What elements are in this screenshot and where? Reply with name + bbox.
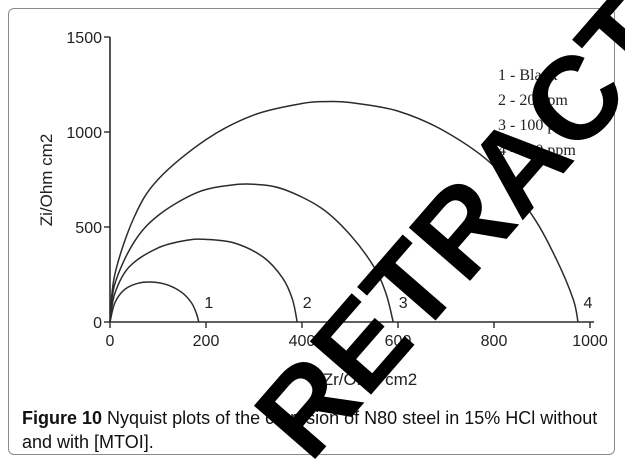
series-4-label: 4	[584, 295, 593, 312]
y-tick-label: 1500	[66, 30, 102, 47]
legend-entry: 1 - Blank	[498, 67, 558, 84]
y-tick-label: 500	[75, 220, 102, 237]
series-3-label: 3	[399, 295, 408, 312]
series-1-curve	[109, 281, 200, 323]
y-axis-label: Zi/Ohm cm2	[37, 134, 56, 227]
figure-caption: Figure 10 Nyquist plots of the corrosion…	[22, 406, 607, 454]
x-tick-label: 200	[193, 333, 220, 350]
x-tick-label: 0	[106, 333, 115, 350]
legend-entry: 3 - 100 ppm	[498, 117, 576, 134]
legend-entry: 4 - 200 ppm	[498, 142, 576, 159]
caption-text: Nyquist plots of the corrosion of N80 st…	[22, 408, 598, 452]
x-axis-label: Zr/Ohm cm2	[323, 370, 417, 389]
series-2-curve	[109, 238, 298, 323]
y-tick-label: 1000	[66, 125, 102, 142]
x-tick-label: 1000	[572, 333, 608, 350]
x-tick-label: 600	[385, 333, 412, 350]
series-1-label: 1	[204, 295, 213, 312]
x-tick-label: 400	[289, 333, 316, 350]
series-4-curve	[109, 100, 579, 323]
y-tick-label: 0	[93, 315, 102, 332]
legend-entry: 2 - 20 ppm	[498, 92, 568, 109]
series-2-label: 2	[303, 295, 312, 312]
series-3-curve	[109, 183, 394, 323]
caption-label: Figure 10	[22, 408, 103, 428]
x-tick-label: 800	[481, 333, 508, 350]
figure-frame	[8, 8, 615, 455]
